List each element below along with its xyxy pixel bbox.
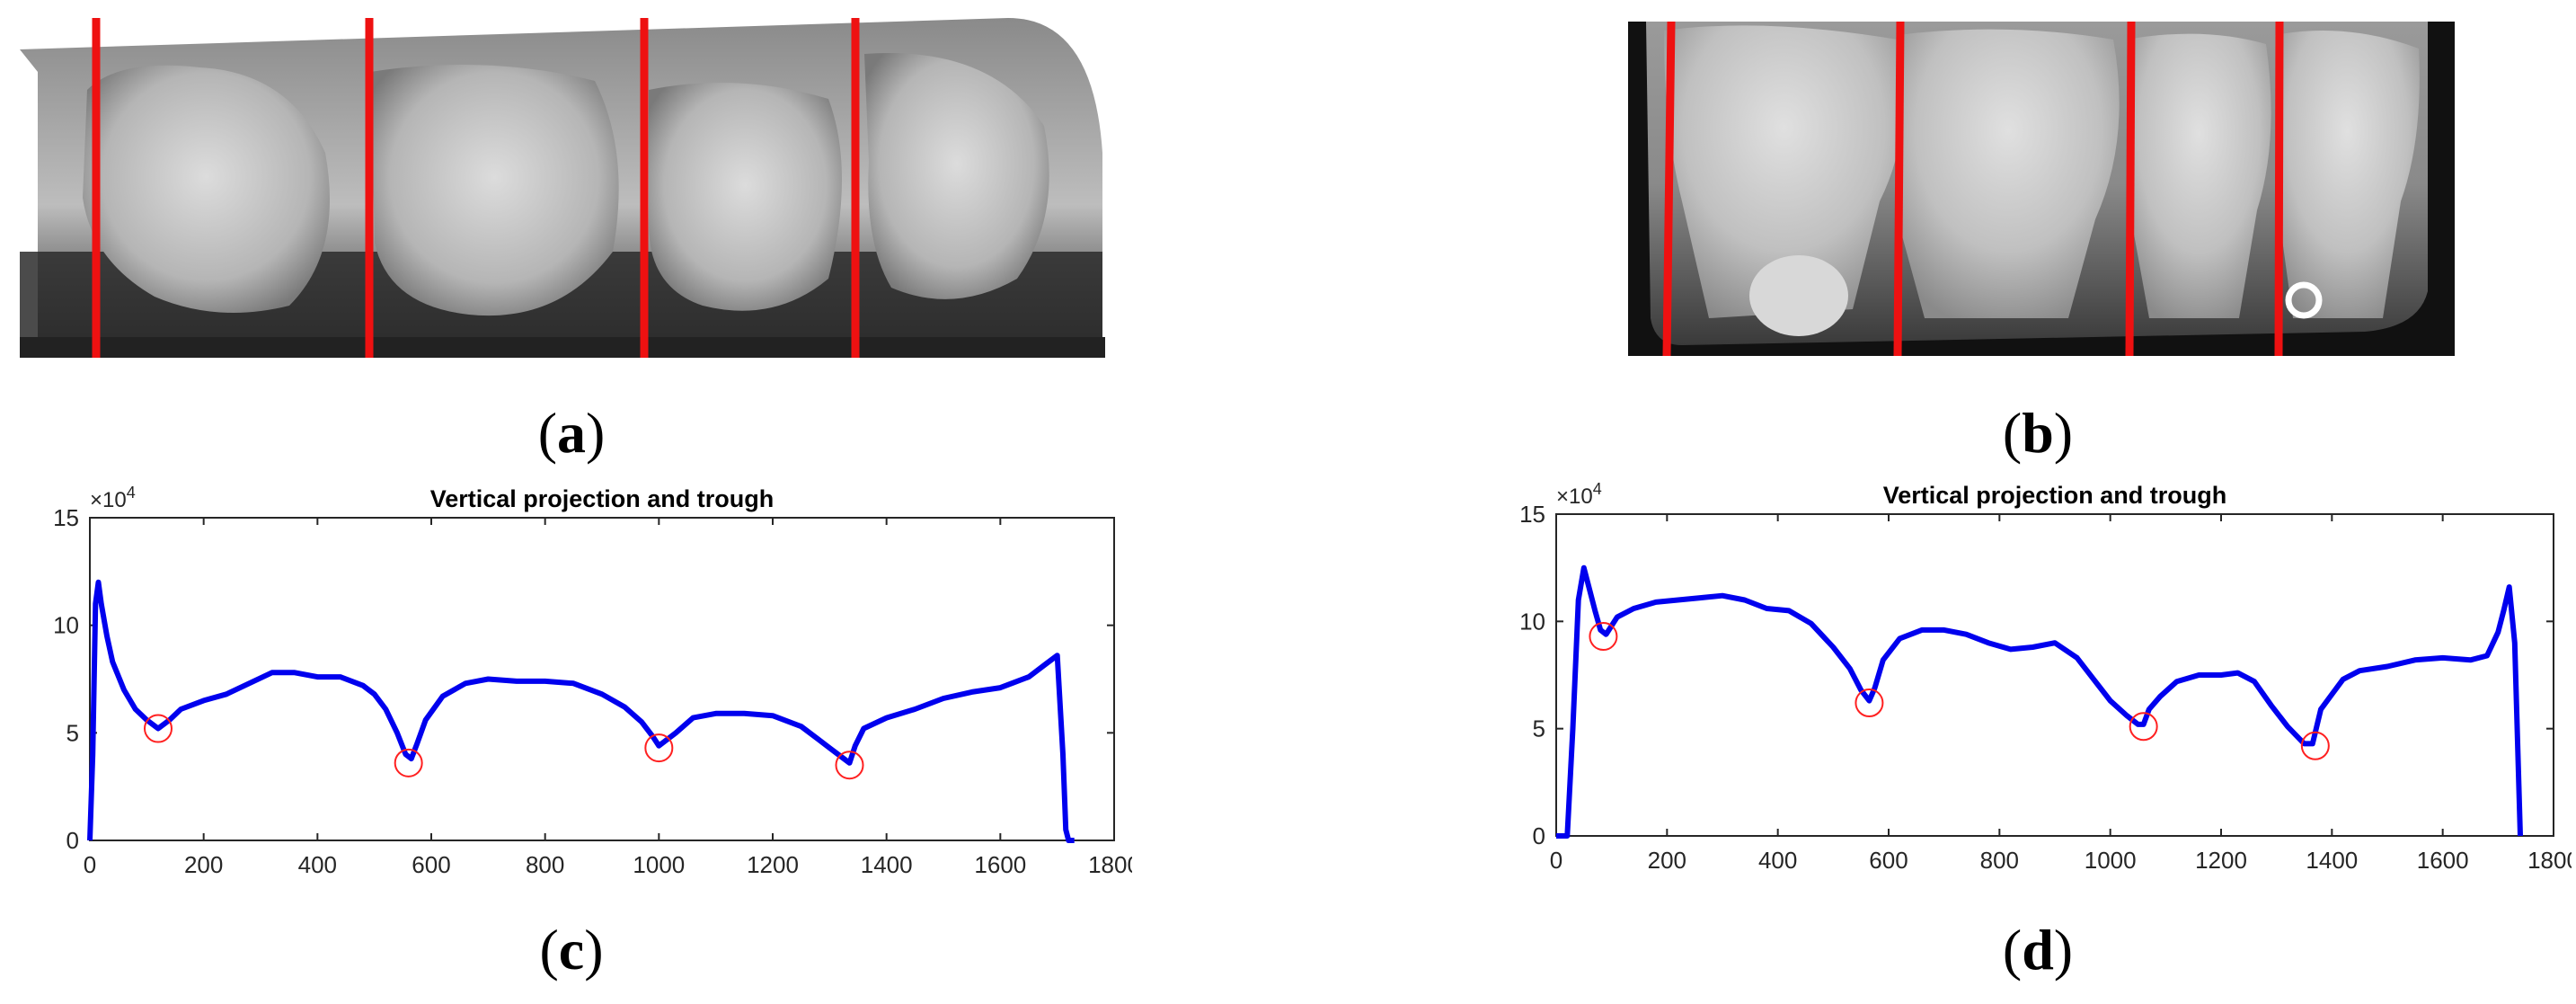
y-multiplier-label: ×104	[90, 484, 136, 512]
x-tick-label: 200	[1648, 847, 1686, 874]
y-tick-label: 10	[54, 612, 79, 639]
y-tick-label: 15	[1520, 501, 1545, 528]
xray-image-b	[1628, 22, 2455, 356]
projection-curve	[87, 579, 1075, 843]
segment-line	[1662, 22, 1676, 356]
trough-marker	[1855, 689, 1884, 718]
xray-image-a	[20, 18, 1105, 358]
y-multiplier-label: ×104	[1556, 480, 1602, 509]
trough-marker	[2129, 712, 2158, 742]
caption-d: (d)	[2002, 918, 2074, 982]
x-tick-label: 400	[298, 851, 337, 878]
trough-marker	[835, 751, 864, 780]
x-tick-label: 600	[1869, 847, 1908, 874]
x-tick-label: 800	[1980, 847, 2019, 874]
x-tick-label: 1400	[2306, 847, 2358, 874]
y-tick-label: 5	[66, 719, 79, 746]
chart-title: Vertical projection and trough	[430, 485, 775, 512]
segment-line	[2125, 22, 2136, 356]
plot-area	[1555, 513, 2554, 837]
x-tick-label: 1200	[747, 851, 799, 878]
y-tick-label: 0	[66, 827, 79, 854]
trough-marker	[144, 714, 173, 743]
x-tick-label: 0	[1550, 847, 1562, 874]
x-tick-label: 1000	[633, 851, 685, 878]
trough-marker	[1589, 622, 1618, 652]
x-tick-label: 400	[1758, 847, 1797, 874]
y-tick-label: 15	[54, 504, 79, 531]
caption-b: (b)	[2002, 401, 2074, 465]
chart-d: Vertical projection and trough ×104 0 200 40…	[1520, 480, 2572, 874]
y-tick-label: 5	[1533, 715, 1545, 742]
x-tick-label: 1600	[974, 851, 1026, 878]
x-tick-label: 200	[184, 851, 223, 878]
caption-c: (c)	[539, 918, 604, 982]
x-tick-label: 1200	[2195, 847, 2247, 874]
x-tick-label: 1600	[2417, 847, 2469, 874]
segment-line	[1893, 22, 1905, 356]
plot-area	[89, 517, 1115, 841]
trough-marker	[644, 733, 674, 763]
trough-marker	[394, 748, 423, 777]
trough-marker	[2300, 731, 2330, 760]
x-tick-label: 800	[526, 851, 564, 878]
projection-curve	[1556, 564, 2523, 839]
x-tick-label: 600	[412, 851, 450, 878]
chart-title: Vertical projection and trough	[1883, 482, 2227, 509]
y-tick-label: 0	[1533, 822, 1545, 849]
x-tick-label: 1400	[861, 851, 913, 878]
x-tick-label: 1000	[2085, 847, 2137, 874]
x-tick-label: 0	[84, 851, 96, 878]
chart-c: Vertical projection and trough ×104 0 200 40…	[54, 484, 1132, 878]
y-tick-label: 10	[1520, 608, 1545, 635]
caption-a: (a)	[537, 401, 606, 465]
